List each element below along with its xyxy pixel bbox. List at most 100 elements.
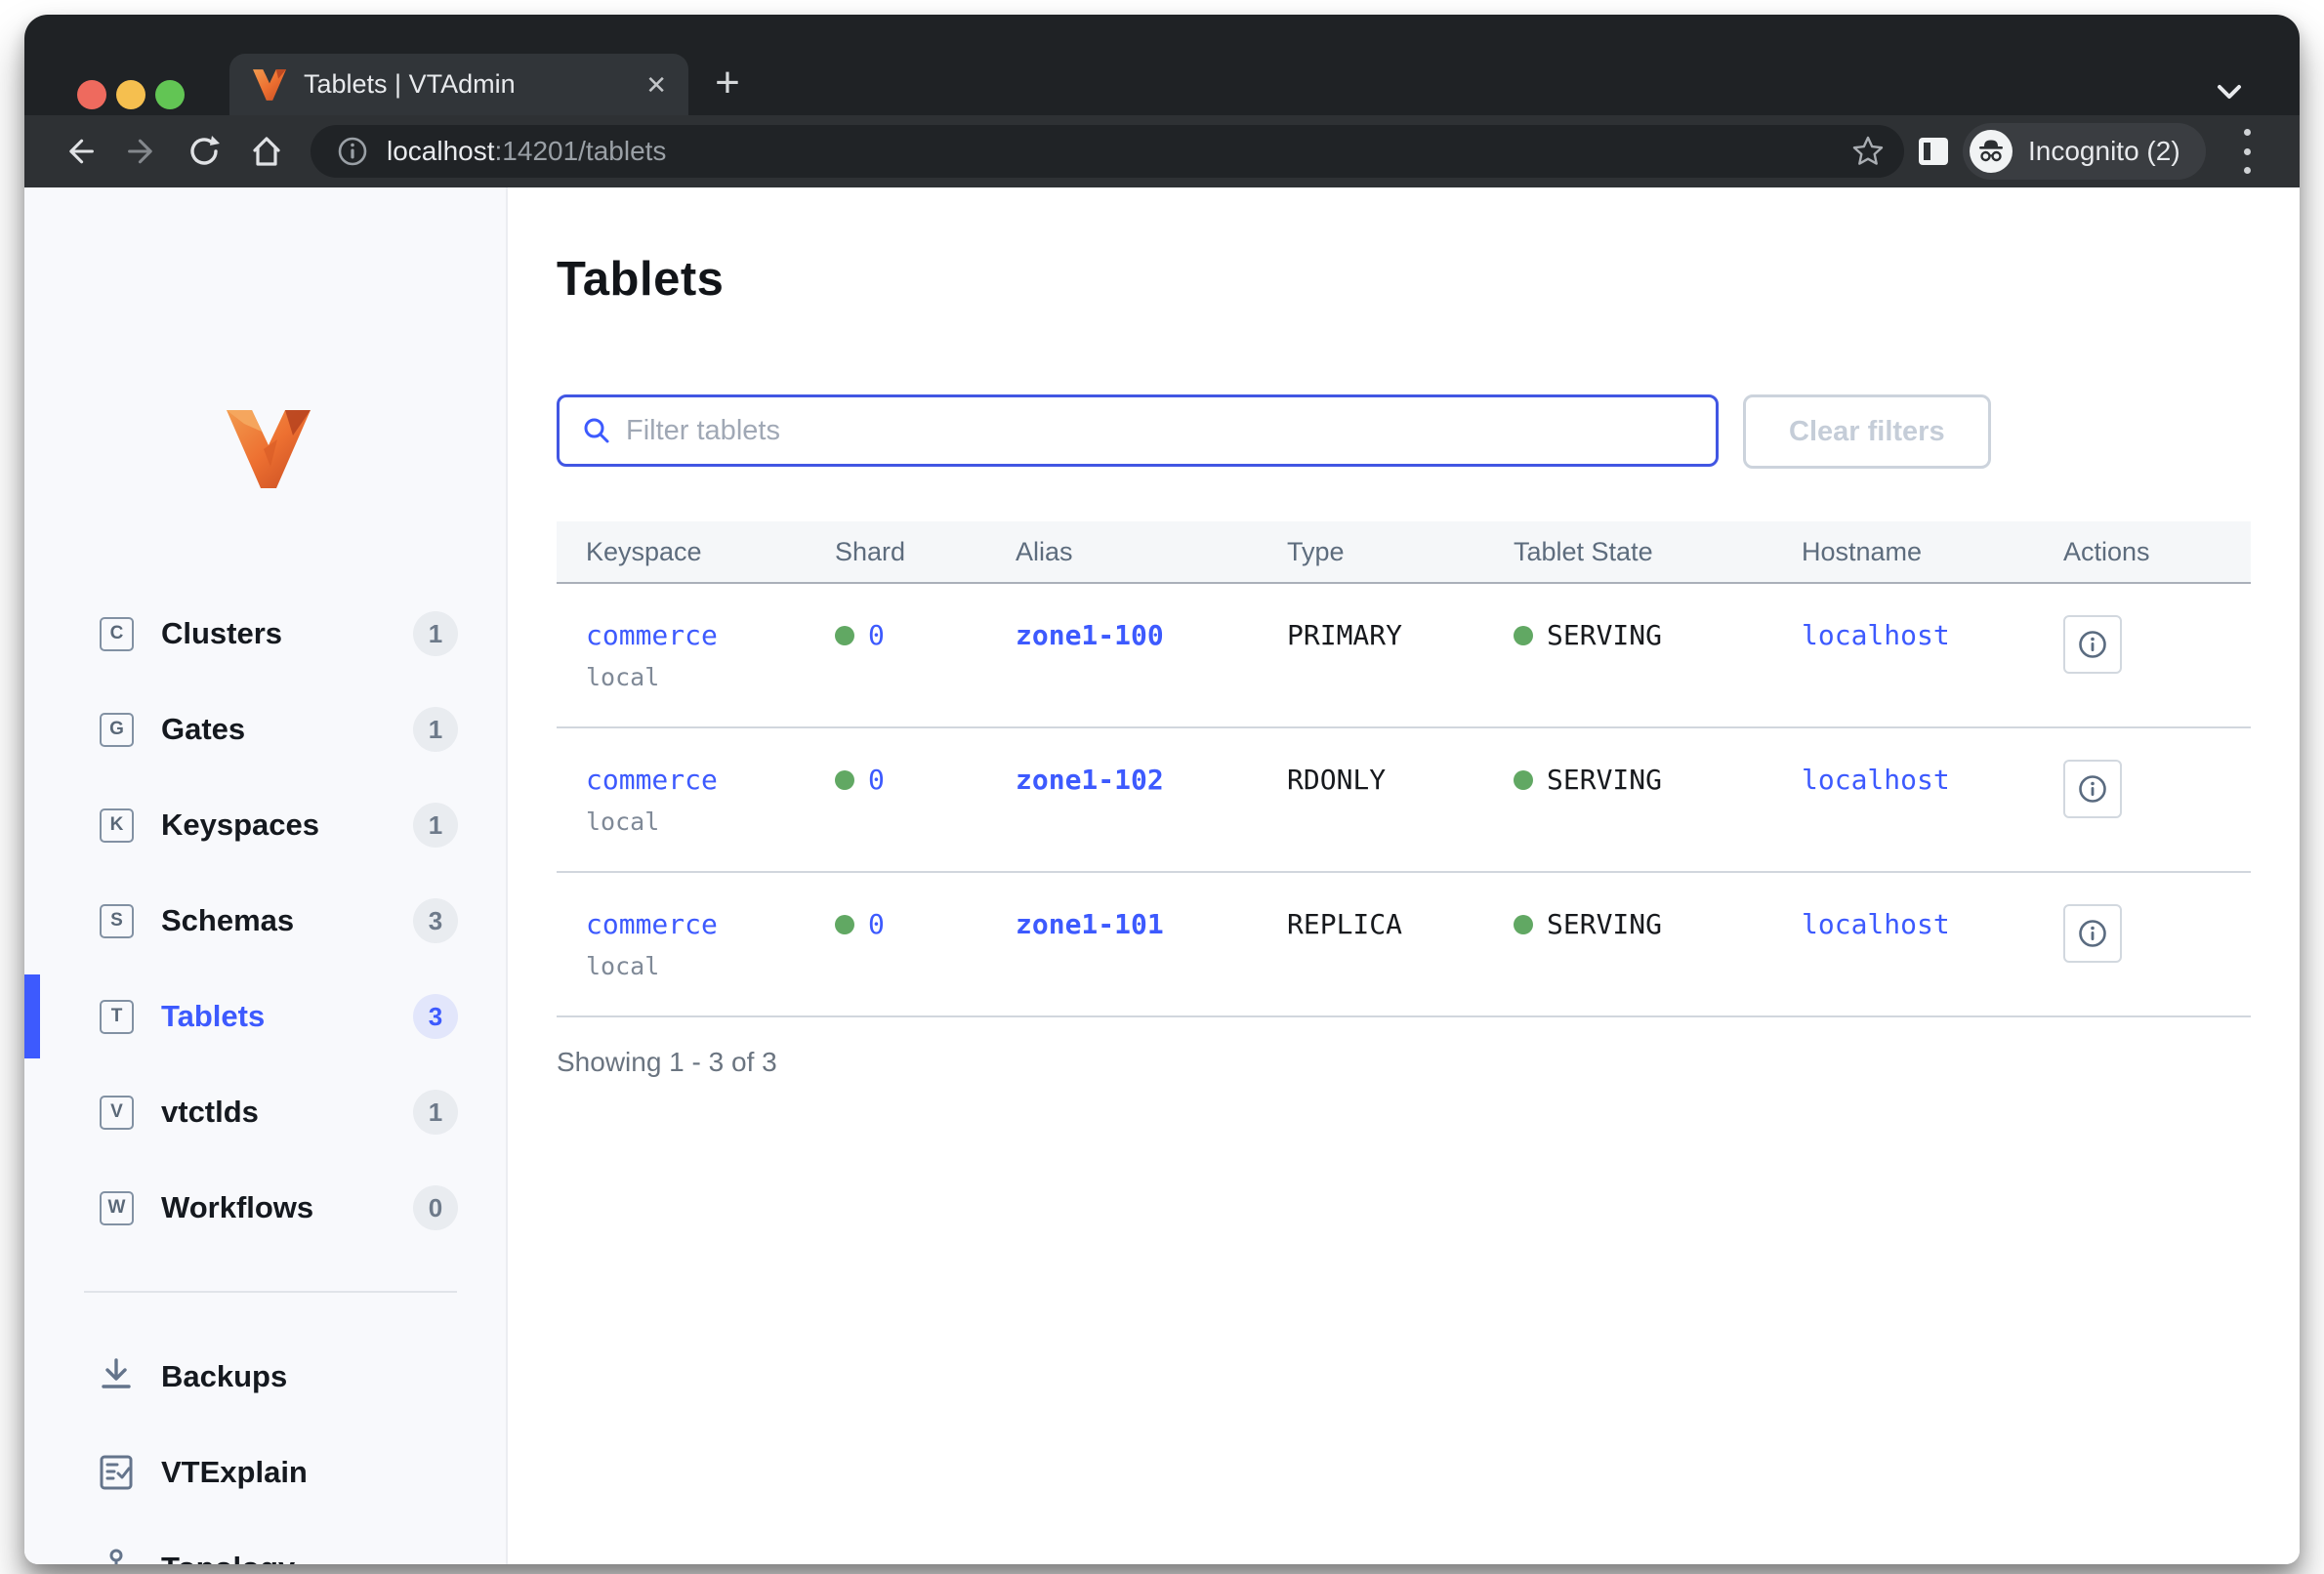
info-icon: [2079, 775, 2106, 803]
cluster-label: local: [586, 663, 660, 691]
sidebar-item-topology[interactable]: Topology: [24, 1520, 506, 1564]
filter-row: Clear filters: [557, 394, 2300, 469]
keyspace-link[interactable]: commerce: [586, 908, 718, 940]
col-actions: Actions: [2063, 536, 2150, 566]
col-hostname: Hostname: [1802, 536, 1923, 566]
tablets-table: Keyspace Shard Alias Type Tablet State H…: [557, 521, 2251, 1017]
browser-menu-icon[interactable]: [2243, 129, 2251, 174]
col-keyspace: Keyspace: [586, 536, 702, 566]
close-tab-icon[interactable]: ✕: [645, 69, 667, 100]
download-icon: [102, 1358, 131, 1388]
row-info-button[interactable]: [2063, 760, 2122, 818]
alias-link[interactable]: zone1-102: [1016, 764, 1164, 796]
cluster-label: local: [586, 952, 660, 980]
sidebar-divider: [84, 1291, 457, 1293]
sidebar-item-clusters[interactable]: C Clusters 1: [24, 586, 506, 682]
main-content: Tablets Clear filters Keyspace Shard Ali…: [508, 187, 2300, 1564]
sidebar-item-workflows[interactable]: W Workflows 0: [24, 1160, 506, 1256]
zoom-window-button[interactable]: [155, 80, 185, 109]
table-row: commerce local 0 zone1-102 RDONLY SERVIN…: [557, 728, 2251, 873]
tablet-state: SERVING: [1547, 764, 1663, 796]
tablet-type: REPLICA: [1287, 908, 1403, 940]
close-window-button[interactable]: [77, 80, 106, 109]
shard-link[interactable]: 0: [868, 619, 885, 651]
count-badge: 3: [413, 898, 458, 943]
hostname-link[interactable]: localhost: [1802, 908, 1950, 940]
incognito-badge[interactable]: Incognito (2): [1963, 123, 2206, 180]
vitess-favicon: [253, 68, 286, 101]
count-badge: 1: [413, 707, 458, 752]
shard-link[interactable]: 0: [868, 908, 885, 940]
sidebar-item-tablets[interactable]: T Tablets 3: [24, 969, 506, 1064]
count-badge: 0: [413, 1185, 458, 1230]
table-row: commerce local 0 zone1-101 REPLICA SERVI…: [557, 873, 2251, 1017]
hostname-link[interactable]: localhost: [1802, 619, 1950, 651]
tab-search-chevron-icon[interactable]: [2210, 71, 2249, 110]
incognito-icon: [1979, 140, 2003, 162]
sidebar-item-schemas[interactable]: S Schemas 3: [24, 873, 506, 969]
incognito-avatar: [1970, 130, 2013, 173]
filter-tablets-input[interactable]: [626, 414, 1700, 447]
sidebar-links: Backups VTExplain: [24, 1329, 506, 1564]
side-panel-icon[interactable]: [1916, 134, 1951, 169]
clusters-icon: C: [100, 616, 134, 651]
document-check-icon: [100, 1455, 133, 1490]
count-badge: 1: [413, 611, 458, 656]
count-badge: 3: [413, 994, 458, 1039]
browser-tab[interactable]: Tablets | VTAdmin ✕: [229, 54, 688, 115]
reload-icon[interactable]: [187, 134, 222, 169]
cluster-label: local: [586, 808, 660, 836]
shard-link[interactable]: 0: [868, 764, 885, 796]
alias-link[interactable]: zone1-101: [1016, 908, 1164, 940]
results-summary: Showing 1 - 3 of 3: [557, 1047, 777, 1077]
shard-status-dot: [835, 914, 854, 934]
keyspace-link[interactable]: commerce: [586, 619, 718, 651]
sidebar-item-gates[interactable]: G Gates 1: [24, 682, 506, 777]
browser-toolbar: localhost:14201/tablets Incognito (2): [24, 115, 2300, 187]
vtadmin-app: C Clusters 1 G Gates 1 K Keyspaces 1: [24, 187, 2300, 1564]
hostname-link[interactable]: localhost: [1802, 764, 1950, 796]
home-icon[interactable]: [249, 134, 284, 169]
url-text: localhost:14201/tablets: [387, 136, 1851, 167]
alias-link[interactable]: zone1-100: [1016, 619, 1164, 651]
forward-icon[interactable]: [126, 134, 161, 169]
tab-title: Tablets | VTAdmin: [304, 69, 516, 99]
url-host: localhost: [387, 136, 495, 166]
tablets-icon: T: [100, 999, 134, 1034]
tablet-state: SERVING: [1547, 908, 1663, 940]
topology-icon: [109, 1549, 123, 1564]
bookmark-star-icon[interactable]: [1851, 135, 1885, 168]
gates-icon: G: [100, 712, 134, 747]
tablet-type: PRIMARY: [1287, 619, 1403, 651]
col-shard: Shard: [835, 536, 906, 566]
row-info-button[interactable]: [2063, 904, 2122, 963]
address-bar[interactable]: localhost:14201/tablets: [311, 125, 1904, 178]
shard-status-dot: [835, 625, 854, 645]
info-icon: [2079, 631, 2106, 658]
new-tab-button[interactable]: +: [715, 59, 740, 106]
table-row: commerce local 0 zone1-100 PRIMARY SERVI…: [557, 584, 2251, 728]
col-type: Type: [1287, 536, 1345, 566]
row-info-button[interactable]: [2063, 615, 2122, 674]
info-icon: [2079, 920, 2106, 947]
filter-box: [557, 394, 1719, 467]
sidebar-item-vtctlds[interactable]: V vtctlds 1: [24, 1064, 506, 1160]
keyspaces-icon: K: [100, 808, 134, 843]
back-icon[interactable]: [61, 134, 96, 169]
minimize-window-button[interactable]: [116, 80, 145, 109]
serving-status-dot: [1514, 769, 1533, 790]
keyspace-link[interactable]: commerce: [586, 764, 718, 796]
shard-status-dot: [835, 769, 854, 790]
sidebar-item-keyspaces[interactable]: K Keyspaces 1: [24, 777, 506, 873]
active-indicator: [24, 974, 40, 1058]
sidebar-item-vtexplain[interactable]: VTExplain: [24, 1425, 506, 1520]
incognito-label: Incognito (2): [2028, 136, 2180, 166]
sidebar-item-backups[interactable]: Backups: [24, 1329, 506, 1425]
col-tablet-state: Tablet State: [1514, 536, 1653, 566]
sidebar-nav: C Clusters 1 G Gates 1 K Keyspaces 1: [24, 586, 506, 1256]
clear-filters-button[interactable]: Clear filters: [1743, 394, 1991, 469]
site-info-icon[interactable]: [336, 135, 369, 168]
sidebar: C Clusters 1 G Gates 1 K Keyspaces 1: [24, 187, 508, 1564]
count-badge: 1: [413, 803, 458, 848]
serving-status-dot: [1514, 914, 1533, 934]
